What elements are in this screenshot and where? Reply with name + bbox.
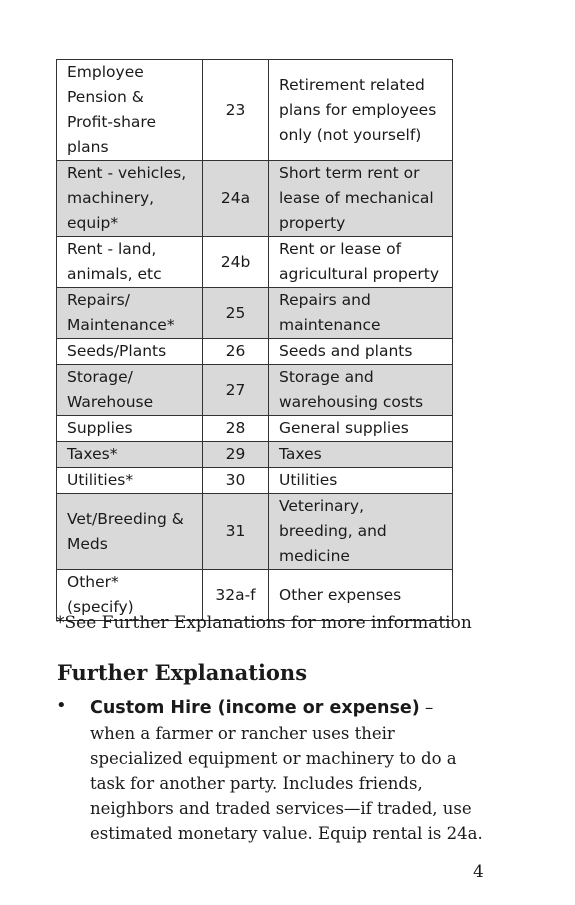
line-number-cell: 24b: [202, 236, 269, 288]
table-row: Vet/Breeding & Meds 31 Veterinary, breed…: [56, 493, 453, 570]
table-row: Other* (specify) 32a-f Other expenses: [56, 569, 453, 621]
table-row: Seeds/Plants 26 Seeds and plants: [56, 338, 453, 365]
line-number-cell: 31: [202, 493, 269, 570]
section-heading: Further Explanations: [57, 660, 308, 685]
bullet-body-line: neighbors and traded services—if traded,…: [90, 799, 472, 818]
category-cell: Rent - vehicles, machinery, equip*: [56, 160, 203, 237]
bullet-body-line: when a farmer or rancher uses their: [90, 724, 395, 743]
page-number: 4: [473, 862, 484, 882]
table-row: Supplies 28 General supplies: [56, 415, 453, 442]
line-number-cell: 30: [202, 467, 269, 494]
line-number-cell: 28: [202, 415, 269, 442]
line-number-cell: 32a-f: [202, 569, 269, 621]
category-cell: Rent - land, animals, etc: [56, 236, 203, 288]
table-row: Storage/ Warehouse 27 Storage and wareho…: [56, 364, 453, 416]
bullet-body-line: specialized equipment or machinery to do…: [90, 749, 457, 768]
category-cell: Other* (specify): [56, 569, 203, 621]
category-cell: Seeds/Plants: [56, 338, 203, 365]
bullet-first-line: Custom Hire (income or expense) –: [90, 695, 490, 721]
category-cell: Utilities*: [56, 467, 203, 494]
table-row: Rent - vehicles, machinery, equip* 24a S…: [56, 160, 453, 237]
table-row: Utilities* 30 Utilities: [56, 467, 453, 494]
table-row: Employee Pension & Profit-share plans 23…: [56, 59, 453, 161]
description-cell: Veterinary, breeding, and medicine: [268, 493, 453, 570]
table-row: Taxes* 29 Taxes: [56, 441, 453, 468]
description-cell: Rent or lease of agricultural property: [268, 236, 453, 288]
category-cell: Storage/ Warehouse: [56, 364, 203, 416]
category-cell: Employee Pension & Profit-share plans: [56, 59, 203, 161]
category-cell: Repairs/ Maintenance*: [56, 287, 203, 339]
category-cell: Taxes*: [56, 441, 203, 468]
bullet-body-line: task for another party. Includes friends…: [90, 774, 423, 793]
bullet-term: Custom Hire (income or expense): [90, 698, 420, 718]
table-row: Repairs/ Maintenance* 25 Repairs and mai…: [56, 287, 453, 339]
line-number-cell: 27: [202, 364, 269, 416]
description-cell: Storage and warehousing costs: [268, 364, 453, 416]
bullet-body-line: estimated monetary value. Equip rental i…: [90, 824, 483, 843]
table-footnote: *See Further Explanations for more infor…: [56, 613, 472, 633]
description-cell: Retirement related plans for employees o…: [268, 59, 453, 161]
description-cell: Short term rent or lease of mechanical p…: [268, 160, 453, 237]
description-cell: Taxes: [268, 441, 453, 468]
description-cell: Utilities: [268, 467, 453, 494]
bullet-paragraph: Custom Hire (income or expense) – when a…: [90, 695, 490, 846]
line-number-cell: 29: [202, 441, 269, 468]
bullet-icon: •: [56, 695, 67, 716]
line-number-cell: 25: [202, 287, 269, 339]
line-number-cell: 23: [202, 59, 269, 161]
category-cell: Vet/Breeding & Meds: [56, 493, 203, 570]
description-cell: Seeds and plants: [268, 338, 453, 365]
bullet-dash: –: [419, 698, 434, 717]
expense-category-table: Employee Pension & Profit-share plans 23…: [56, 59, 453, 621]
line-number-cell: 24a: [202, 160, 269, 237]
description-cell: Repairs and maintenance: [268, 287, 453, 339]
table-row: Rent - land, animals, etc 24b Rent or le…: [56, 236, 453, 288]
table-body: Employee Pension & Profit-share plans 23…: [56, 59, 453, 621]
line-number-cell: 26: [202, 338, 269, 365]
description-cell: General supplies: [268, 415, 453, 442]
description-cell: Other expenses: [268, 569, 453, 621]
category-cell: Supplies: [56, 415, 203, 442]
